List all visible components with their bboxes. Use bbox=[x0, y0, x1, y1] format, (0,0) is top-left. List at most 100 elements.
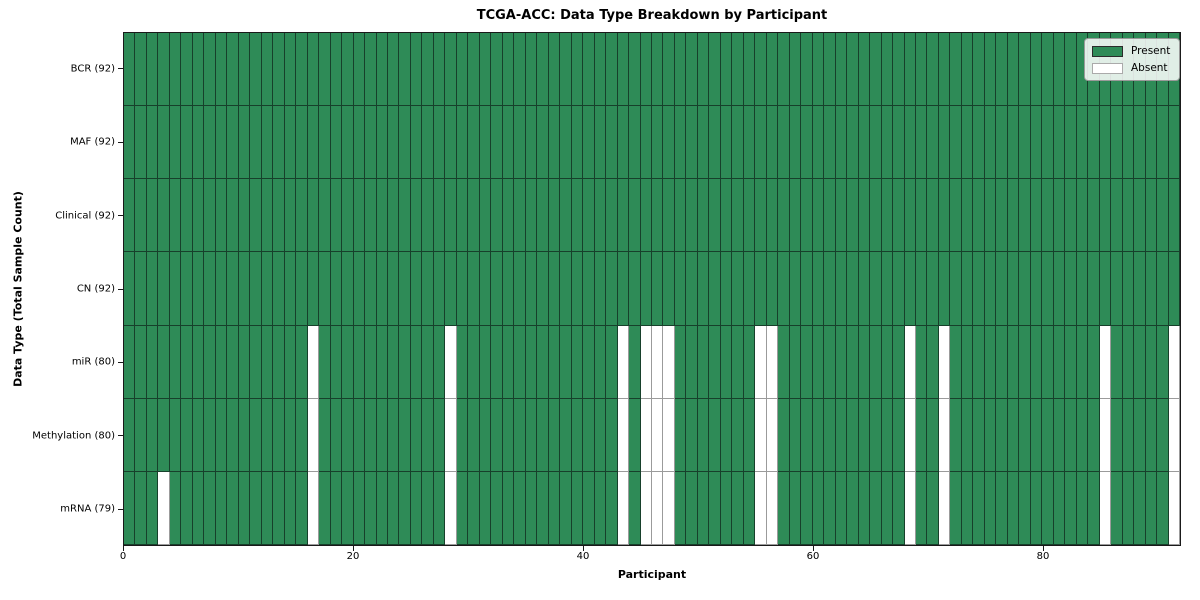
heatmap-cell bbox=[870, 179, 882, 253]
heatmap-cell bbox=[215, 398, 228, 472]
heatmap-cell bbox=[984, 106, 997, 180]
heatmap-cell bbox=[789, 252, 802, 326]
heatmap-cell bbox=[973, 398, 985, 472]
heatmap-cell bbox=[1099, 471, 1112, 545]
heatmap-cell bbox=[1065, 33, 1077, 107]
heatmap-cell bbox=[1134, 179, 1146, 253]
heatmap-cell bbox=[250, 471, 262, 545]
heatmap-cell bbox=[594, 179, 607, 253]
heatmap-cell bbox=[720, 398, 733, 472]
heatmap-cell bbox=[1157, 252, 1169, 326]
heatmap-cell bbox=[1019, 471, 1031, 545]
heatmap-cell bbox=[514, 471, 526, 545]
heatmap-cell bbox=[674, 325, 687, 399]
heatmap-cell bbox=[468, 106, 480, 180]
heatmap-cell bbox=[1030, 398, 1043, 472]
heatmap-cell bbox=[594, 325, 607, 399]
heatmap-cell bbox=[1042, 471, 1054, 545]
heatmap-cell bbox=[847, 179, 859, 253]
heatmap-cell bbox=[801, 471, 813, 545]
heatmap-cell bbox=[847, 325, 859, 399]
heatmap-cell bbox=[319, 179, 331, 253]
heatmap-cell bbox=[697, 179, 710, 253]
heatmap-cell bbox=[881, 106, 894, 180]
heatmap-cell bbox=[273, 398, 285, 472]
heatmap-cell bbox=[881, 33, 894, 107]
heatmap-cell bbox=[491, 471, 503, 545]
heatmap-cell bbox=[376, 471, 388, 545]
heatmap-cell bbox=[250, 252, 262, 326]
heatmap-cell bbox=[1099, 252, 1112, 326]
heatmap-cell bbox=[445, 471, 457, 545]
heatmap-cell bbox=[961, 471, 974, 545]
heatmap-cell bbox=[261, 33, 274, 107]
heatmap-cell bbox=[376, 179, 388, 253]
heatmap-cell bbox=[1019, 33, 1031, 107]
heatmap-cell bbox=[1076, 471, 1089, 545]
heatmap-cell bbox=[893, 106, 905, 180]
heatmap-cell bbox=[652, 106, 664, 180]
heatmap-cell bbox=[766, 252, 779, 326]
heatmap-cell bbox=[307, 33, 320, 107]
heatmap-cell bbox=[560, 325, 572, 399]
heatmap-cell bbox=[227, 325, 239, 399]
heatmap-cell bbox=[1088, 252, 1100, 326]
heatmap-cell bbox=[950, 33, 962, 107]
heatmap-cell bbox=[422, 179, 434, 253]
heatmap-cell bbox=[1134, 325, 1146, 399]
heatmap-cell bbox=[709, 325, 721, 399]
heatmap-cell bbox=[1168, 106, 1180, 180]
heatmap-cell bbox=[789, 106, 802, 180]
heatmap-cell bbox=[399, 325, 411, 399]
heatmap-cell bbox=[342, 33, 354, 107]
heatmap-cell bbox=[1065, 398, 1077, 472]
heatmap-cell bbox=[422, 398, 434, 472]
heatmap-cell bbox=[238, 179, 251, 253]
heatmap-cell bbox=[709, 398, 721, 472]
heatmap-cell bbox=[663, 325, 675, 399]
heatmap-cell bbox=[1042, 106, 1054, 180]
heatmap-cell bbox=[640, 398, 652, 472]
heatmap-cell bbox=[893, 325, 905, 399]
heatmap-cell bbox=[778, 471, 790, 545]
heatmap-cell bbox=[468, 252, 480, 326]
heatmap-cell bbox=[583, 398, 595, 472]
heatmap-cell bbox=[525, 179, 538, 253]
heatmap-cell bbox=[996, 325, 1008, 399]
heatmap-cell bbox=[479, 106, 492, 180]
heatmap-cell bbox=[743, 106, 756, 180]
heatmap-cell bbox=[146, 106, 159, 180]
heatmap-cell bbox=[893, 179, 905, 253]
heatmap-cell bbox=[652, 398, 664, 472]
heatmap-cell bbox=[1030, 471, 1043, 545]
heatmap-cell bbox=[778, 33, 790, 107]
heatmap-cell bbox=[525, 398, 538, 472]
heatmap-cell bbox=[674, 252, 687, 326]
heatmap-cell bbox=[1122, 106, 1135, 180]
heatmap-cell bbox=[1145, 471, 1158, 545]
heatmap-cell bbox=[743, 33, 756, 107]
heatmap-cell bbox=[215, 106, 228, 180]
heatmap-cell bbox=[766, 33, 779, 107]
heatmap-cell bbox=[502, 325, 515, 399]
heatmap-cell bbox=[640, 106, 652, 180]
heatmap-cell bbox=[950, 106, 962, 180]
heatmap-cell bbox=[835, 471, 848, 545]
heatmap-cell bbox=[468, 179, 480, 253]
heatmap-cell bbox=[548, 325, 561, 399]
heatmap-cell bbox=[950, 325, 962, 399]
heatmap-cell bbox=[261, 106, 274, 180]
heatmap-cell bbox=[617, 398, 630, 472]
heatmap-cell bbox=[158, 471, 170, 545]
heatmap-cell bbox=[388, 398, 400, 472]
heatmap-cell bbox=[720, 179, 733, 253]
heatmap-cell bbox=[261, 325, 274, 399]
heatmap-cell bbox=[169, 179, 182, 253]
heatmap-cell bbox=[812, 106, 825, 180]
heatmap-cell bbox=[1134, 106, 1146, 180]
heatmap-cell bbox=[583, 106, 595, 180]
heatmap-cell bbox=[824, 252, 836, 326]
heatmap-cell bbox=[284, 398, 297, 472]
heatmap-cell bbox=[571, 179, 584, 253]
heatmap-cell bbox=[1145, 106, 1158, 180]
